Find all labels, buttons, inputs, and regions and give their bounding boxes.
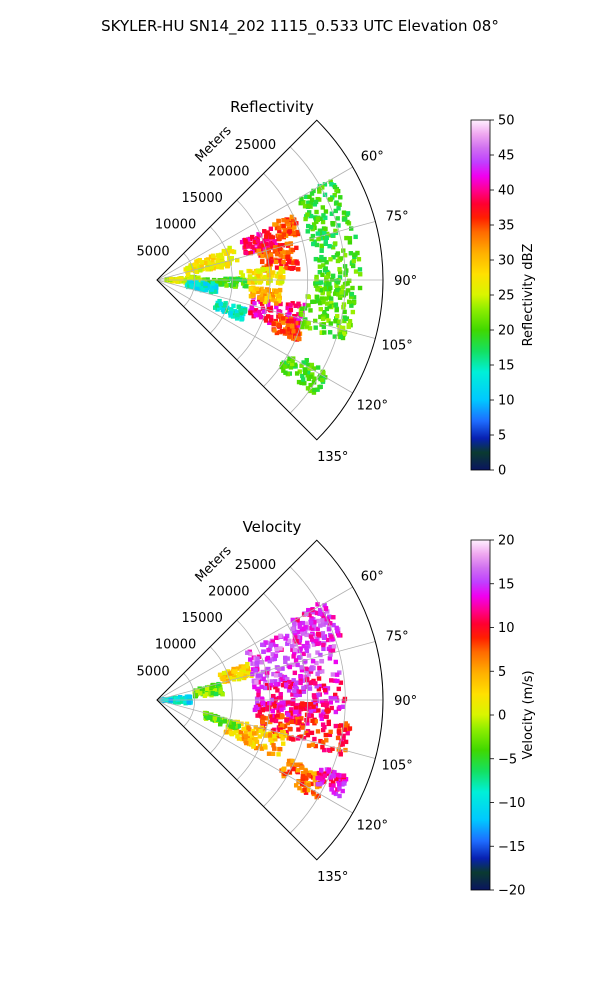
echo-cell [252, 700, 331, 726]
echo-cell [192, 681, 225, 699]
colorbar-scale [470, 539, 491, 891]
figure-title: SKYLER-HU SN14_202 1115_0.533 UTC Elevat… [101, 17, 499, 36]
azimuth-tick-label: 120° [357, 398, 388, 413]
colorbar-tick-label: 5 [498, 429, 506, 444]
echo-field [164, 179, 363, 395]
colorbar-tick-label: 15 [498, 577, 515, 592]
echo-cell [217, 661, 254, 684]
echo-cell [183, 245, 240, 276]
azimuth-spoke [156, 221, 376, 281]
echo-cell [272, 214, 301, 242]
colorbar-tick-label: −20 [498, 884, 525, 899]
colorbar: −20 −15 −10 −5 0 5 10 15 20 Velocity (m/s) [470, 534, 536, 899]
azimuth-tick-label: 135° [317, 870, 348, 885]
azimuth-tick-label: 105° [381, 338, 412, 353]
azimuth-tick-label: 75° [386, 630, 409, 645]
range-tick-label: 25000 [235, 558, 276, 573]
echo-cell [238, 266, 286, 286]
echo-cell [248, 285, 283, 306]
range-axis-label: Meters [193, 123, 235, 165]
range-axis-label: Meters [193, 543, 235, 585]
echo-cell [239, 226, 280, 256]
colorbar-tick-label: −15 [498, 840, 525, 855]
echo-cell [315, 767, 349, 799]
azimuth-tick-label: 60° [361, 570, 384, 585]
azimuth-spoke [156, 166, 353, 281]
velocity-title: Velocity [243, 518, 302, 536]
range-tick-label: 10000 [155, 638, 196, 653]
colorbar-scale [470, 119, 491, 471]
azimuth-spoke [156, 586, 353, 701]
colorbar-tick-label: −5 [498, 752, 517, 767]
azimuth-tick-label: 90° [394, 694, 417, 709]
sector-outline [156, 539, 384, 861]
range-tick-label: 15000 [182, 191, 223, 206]
azimuth-spoke [156, 699, 353, 814]
colorbar-label: Reflectivity dBZ [521, 244, 536, 347]
colorbar-tick-label: 20 [498, 324, 515, 339]
azimuth-tick-label: 60° [361, 150, 384, 165]
range-tick-label: 10000 [155, 218, 196, 233]
reflectivity-title: Reflectivity [230, 98, 314, 116]
azimuth-tick-label: 135° [317, 450, 348, 465]
echo-cell [290, 602, 343, 651]
colorbar-tick-label: 5 [498, 665, 506, 680]
colorbar-tick-label: 50 [498, 114, 515, 129]
colorbar-tick-label: 25 [498, 289, 515, 304]
echo-cell [184, 279, 219, 295]
colorbar-label: Velocity (m/s) [521, 670, 536, 759]
colorbar-tick-label: 10 [498, 394, 515, 409]
range-tick-label: 15000 [182, 611, 223, 626]
echo-cell [213, 298, 248, 322]
azimuth-tick-label: 105° [381, 758, 412, 773]
azimuth-spoke [156, 699, 376, 759]
range-tick-label: 5000 [137, 664, 170, 679]
echo-field [158, 602, 353, 800]
colorbar-tick-label: 15 [498, 359, 515, 374]
sector-outline [156, 119, 384, 441]
range-tick-label: 20000 [208, 164, 249, 179]
azimuth-spoke [156, 641, 376, 701]
azimuth-spoke [156, 279, 376, 339]
colorbar-tick-label: 10 [498, 621, 515, 636]
range-tick-label: 5000 [137, 244, 170, 259]
colorbar-tick-label: 0 [498, 464, 506, 479]
echo-cell [279, 356, 328, 395]
range-tick-label: 25000 [235, 138, 276, 153]
colorbar-tick-label: 30 [498, 254, 515, 269]
colorbar-tick-label: −10 [498, 796, 525, 811]
azimuth-tick-label: 120° [357, 818, 388, 833]
colorbar-tick-label: 20 [498, 534, 515, 549]
colorbar-tick-label: 45 [498, 149, 515, 164]
colorbar: 0 5 10 15 20 25 30 35 40 45 50 Reflectivity dBZ [470, 114, 536, 479]
azimuth-spoke [156, 279, 353, 394]
azimuth-tick-label: 90° [394, 274, 417, 289]
azimuth-tick-label: 75° [386, 210, 409, 225]
colorbar-tick-label: 0 [498, 709, 506, 724]
echo-cell [313, 248, 363, 299]
colorbar-tick-label: 40 [498, 184, 515, 199]
reflectivity-panel: Reflectivity 5000 10000 15000 20000 25000Met… [137, 98, 536, 479]
colorbar-tick-label: 35 [498, 219, 515, 234]
echo-cell [298, 179, 358, 253]
range-tick-label: 20000 [208, 584, 249, 599]
